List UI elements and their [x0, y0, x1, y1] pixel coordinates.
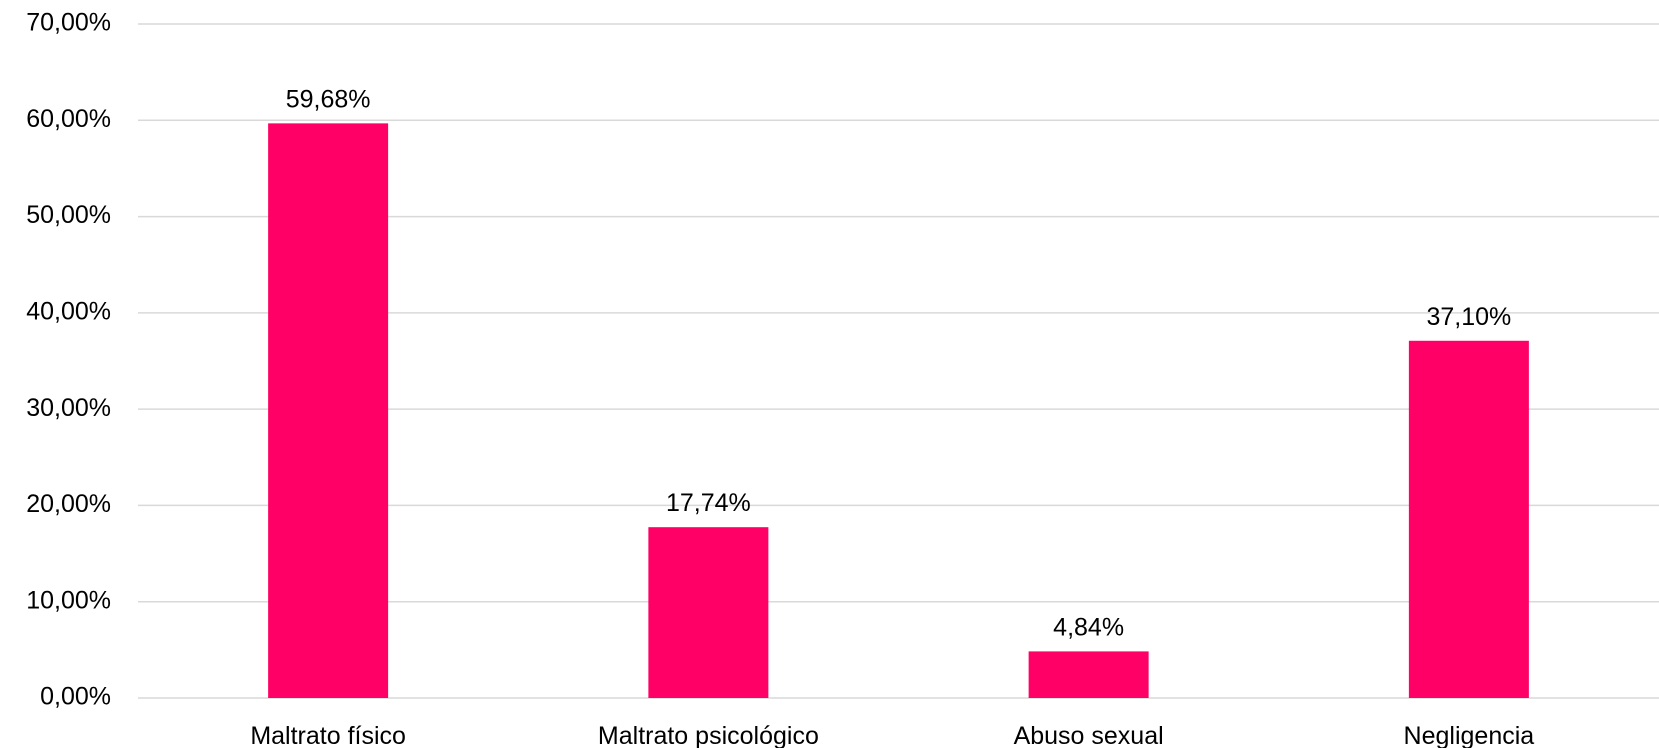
- data-labels: 59,68% 17,74% 4,84% 37,10%: [286, 85, 1512, 641]
- category-label: Abuso sexual: [1014, 722, 1164, 748]
- y-tick-label: 0,00%: [40, 683, 111, 711]
- data-label: 37,10%: [1426, 303, 1511, 331]
- data-label: 59,68%: [286, 85, 371, 113]
- category-label: Maltrato físico: [250, 722, 406, 748]
- gridlines: [138, 23, 1659, 699]
- y-tick-label: 60,00%: [26, 105, 111, 133]
- bar-4: [1408, 340, 1529, 698]
- bar-1: [268, 123, 389, 698]
- y-axis-tick-labels: 0,00% 10,00% 20,00% 30,00% 40,00% 50,00% 60,00…: [26, 9, 111, 711]
- x-axis-category-labels: Maltrato físico Maltrato psicológico Abuso…: [250, 722, 1534, 748]
- y-tick-label: 50,00%: [26, 201, 111, 229]
- y-tick-label: 20,00%: [26, 490, 111, 518]
- y-tick-label: 40,00%: [26, 297, 111, 325]
- category-label: Maltrato psicológico: [598, 722, 819, 748]
- y-tick-label: 30,00%: [26, 394, 111, 422]
- y-tick-label: 70,00%: [26, 9, 111, 37]
- data-label: 4,84%: [1053, 613, 1124, 641]
- bars: [268, 123, 1529, 698]
- category-label: Negligencia: [1404, 722, 1535, 748]
- bar-2: [648, 527, 769, 698]
- data-label: 17,74%: [666, 489, 751, 517]
- y-tick-label: 10,00%: [26, 586, 111, 614]
- bar-3: [1028, 651, 1149, 698]
